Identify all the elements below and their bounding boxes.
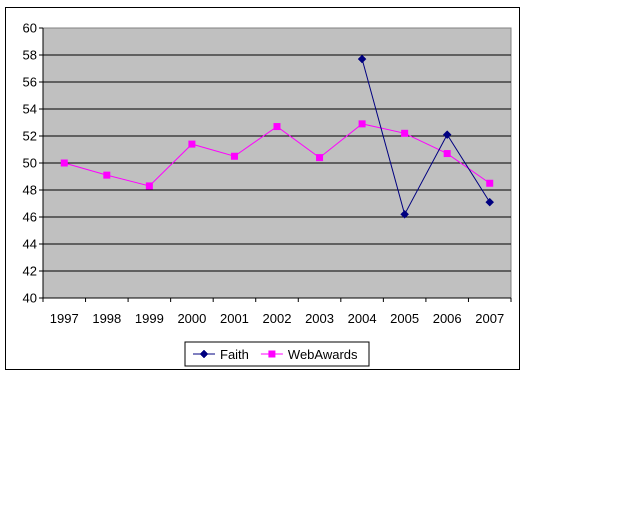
webawards-point xyxy=(486,179,494,187)
faith-point xyxy=(442,130,452,140)
legend: Faith WebAwards xyxy=(184,341,370,367)
y-tick-label: 58 xyxy=(23,48,37,63)
webawards-point xyxy=(358,120,366,128)
y-tick-label: 50 xyxy=(23,156,37,171)
series-markers xyxy=(60,54,495,219)
y-axis: 40 42 44 46 48 50 52 54 56 58 60 xyxy=(23,21,44,306)
webawards-point xyxy=(401,129,409,137)
webawards-point xyxy=(60,159,68,167)
y-tick-label: 44 xyxy=(23,237,37,252)
faith-point xyxy=(485,197,495,207)
webawards-point xyxy=(273,123,281,131)
y-tick-label: 52 xyxy=(23,129,37,144)
x-tick-label: 2005 xyxy=(390,311,419,326)
y-tick-label: 54 xyxy=(23,102,37,117)
x-tick-label: 1997 xyxy=(50,311,79,326)
webawards-point xyxy=(316,154,324,162)
y-tick-label: 56 xyxy=(23,75,37,90)
webawards-point xyxy=(188,140,196,148)
faith-line xyxy=(361,58,491,216)
x-tick-label: 1999 xyxy=(135,311,164,326)
legend-marker-webawards xyxy=(268,350,276,358)
x-tick-label: 2004 xyxy=(348,311,377,326)
webawards-point xyxy=(230,152,238,160)
y-tick-label: 42 xyxy=(23,264,37,279)
legend-marker-faith xyxy=(199,349,209,359)
x-tick-label: 2007 xyxy=(475,311,504,326)
legend-label-webawards: WebAwards xyxy=(288,347,358,362)
line-chart: 40 42 44 46 48 50 52 54 56 58 60 1997 1998 1999 2000 2… xyxy=(23,21,512,367)
x-tick-label: 2001 xyxy=(220,311,249,326)
y-tick-label: 46 xyxy=(23,210,37,225)
webawards-point xyxy=(443,150,451,158)
x-tick-label: 2006 xyxy=(433,311,462,326)
legend-label-faith: Faith xyxy=(220,347,249,362)
chart-frame: 40 42 44 46 48 50 52 54 56 58 60 1997 1998 1999 2000 2… xyxy=(5,7,520,370)
x-tick-label: 2002 xyxy=(263,311,292,326)
y-tick-label: 40 xyxy=(23,291,37,306)
y-tick-label: 60 xyxy=(23,21,37,36)
y-tick-label: 48 xyxy=(23,183,37,198)
x-tick-label: 2000 xyxy=(177,311,206,326)
x-axis: 1997 1998 1999 2000 2001 2002 2003 2004 2005 2006… xyxy=(42,297,512,326)
grid-lines xyxy=(43,54,511,272)
faith-point xyxy=(400,209,409,219)
x-tick-label: 1998 xyxy=(92,311,121,326)
webawards-point xyxy=(103,171,111,179)
webawards-point xyxy=(145,182,153,190)
faith-point xyxy=(357,54,367,64)
x-tick-label: 2003 xyxy=(305,311,334,326)
